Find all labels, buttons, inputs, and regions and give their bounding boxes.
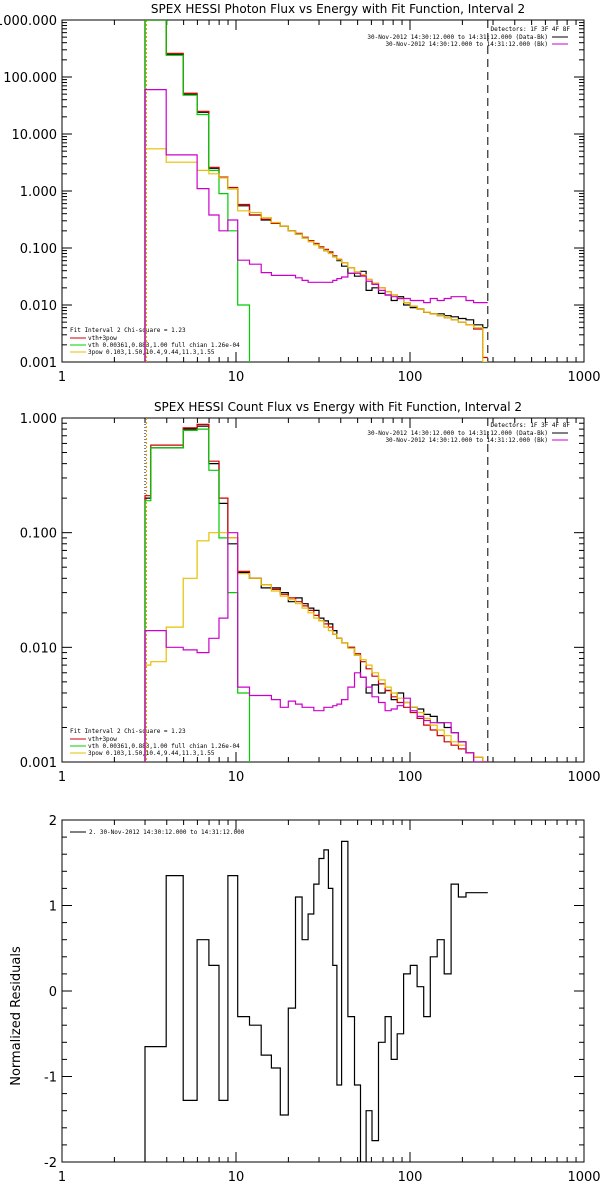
photon-ytick-label-0: 0.001: [20, 356, 57, 371]
count-ytick-label-1: 0.010: [20, 641, 57, 656]
count-legend-top-1: 30-Nov-2012 14:30:12.000 to 14:31:12.000…: [385, 437, 548, 444]
residuals-series-residuals: [144, 840, 488, 1162]
residuals-ytick-label-4: 2: [49, 814, 57, 829]
residuals-ytick-label-0: -2: [44, 1156, 57, 1171]
count-detectors-label: Detectors: 1F 3F 4F 8F: [491, 422, 571, 429]
photon-legend-bottom-1: vth 0.00361,0.883,1.00 full chian 1.26e-…: [88, 342, 240, 349]
photon-legend-bottom-2: 3pow 0.103,1.50,10.4,9.44,11.3,1.55: [88, 349, 215, 356]
count-ytick-label-0: 0.001: [20, 756, 57, 771]
photon-detectors-label: Detectors: 1F 3F 4F 8F: [491, 26, 571, 33]
residuals-xtick-label-0: 1: [58, 1170, 66, 1185]
photon-series-nonthermal: [144, 148, 488, 362]
photon-xtick-label-1: 10: [228, 370, 245, 385]
photon-xtick-label-3: 1000: [567, 370, 600, 385]
residuals-ytick-label-2: 0: [49, 985, 57, 1000]
count-ytick-label-3: 1.000: [20, 412, 57, 427]
count-fit-header: Fit Interval 2 Chi-square = 1.23: [70, 728, 186, 735]
residuals-ytick-label-1: -1: [44, 1071, 57, 1086]
photon-ytick-label-6: 1000.000: [0, 14, 57, 29]
residuals-xtick-label-2: 100: [398, 1170, 423, 1185]
photon-ytick-label-2: 0.100: [20, 242, 57, 257]
count-legend-bottom-2: 3pow 0.103,1.50,10.4,9.44,11.3,1.55: [88, 750, 215, 757]
count-legend-bottom-1: vth 0.00361,0.883,1.00 full chian 1.26e-…: [88, 743, 240, 750]
photon-ytick-label-5: 100.000: [3, 71, 57, 86]
photon-ytick-label-4: 10.000: [12, 128, 58, 143]
count-series-total: [144, 423, 488, 762]
residuals-xtick-label-1: 10: [228, 1170, 245, 1185]
count-ytick-label-2: 0.100: [20, 527, 57, 542]
photon-legend-top-1: 30-Nov-2012 14:30:12.000 to 14:31:12.000…: [385, 41, 548, 48]
photon-legend-top-0: 30-Nov-2012 14:30:12.000 to 14:31:12.000…: [367, 34, 548, 41]
count-legend-top-0: 30-Nov-2012 14:30:12.000 to 14:31:12.000…: [367, 430, 548, 437]
count-plot-frame: [61, 417, 585, 763]
photon-xtick-label-0: 1: [58, 370, 66, 385]
residuals-xtick-label-3: 1000: [567, 1170, 600, 1185]
count-series-nonthermal: [144, 532, 488, 762]
photon-ytick-label-3: 1.000: [20, 185, 57, 200]
photon-legend-bottom-0: vth+3pow: [88, 335, 117, 342]
residuals-legend-0: 2. 30-Nov-2012 14:30:12.000 to 14:31:12.…: [89, 829, 245, 836]
residuals-panel: Normalized Residuals 2. 30-Nov-2012 14:3…: [9, 814, 600, 1185]
count-xtick-label-1: 10: [228, 770, 245, 785]
count-xtick-label-2: 100: [398, 770, 423, 785]
photon-series-thermal: [144, 20, 251, 362]
photon-series-background: [144, 89, 488, 362]
residuals-ylabel: Normalized Residuals: [9, 946, 24, 1086]
count-legend-bottom-0: vth+3pow: [88, 736, 117, 743]
residuals-plot-frame: [61, 819, 585, 1163]
photon-xtick-label-2: 100: [398, 370, 423, 385]
count-series-background: [144, 532, 488, 762]
count-flux-title: SPEX HESSI Count Flux vs Energy with Fit…: [154, 400, 522, 414]
photon-ytick-label-1: 0.010: [20, 299, 57, 314]
residuals-ytick-label-3: 1: [49, 900, 57, 915]
photon-plot-frame: [61, 19, 585, 363]
photon-flux-title: SPEX HESSI Photon Flux vs Energy with Fi…: [151, 2, 525, 16]
photon-flux-panel: SPEX HESSI Photon Flux vs Energy with Fi…: [0, 2, 600, 385]
photon-fit-header: Fit Interval 2 Chi-square = 1.23: [70, 327, 186, 334]
count-series-thermal: [144, 428, 251, 762]
count-xtick-label-0: 1: [58, 770, 66, 785]
count-xtick-label-3: 1000: [567, 770, 600, 785]
count-series-data: [144, 425, 488, 762]
count-flux-panel: SPEX HESSI Count Flux vs Energy with Fit…: [20, 400, 600, 785]
